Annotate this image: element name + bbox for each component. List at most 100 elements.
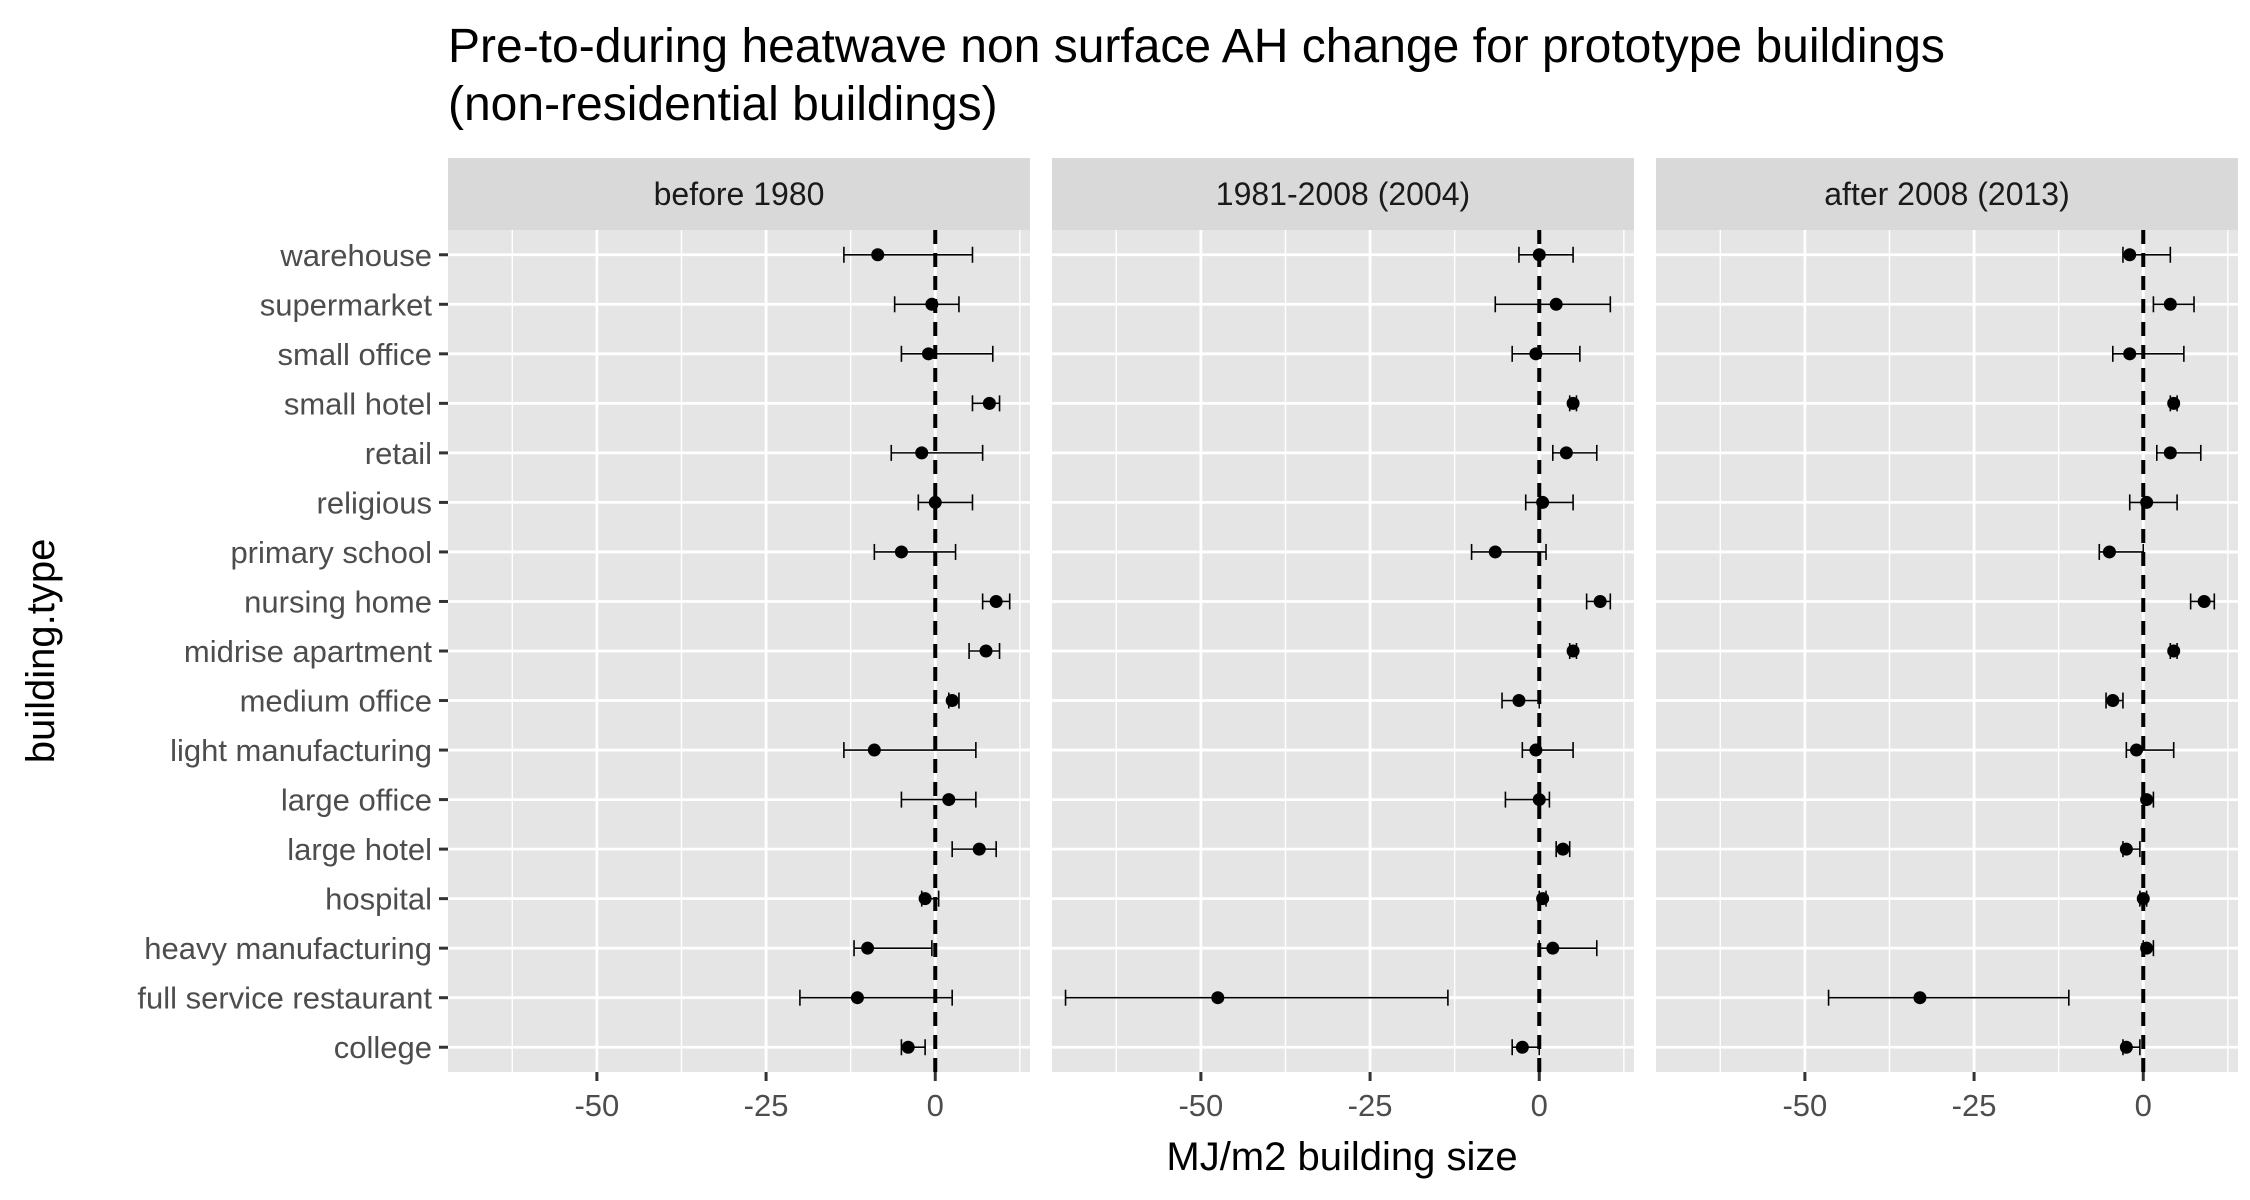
data-point: [1512, 694, 1526, 708]
data-point: [2123, 248, 2137, 262]
y-tick-label: religious: [317, 485, 432, 520]
data-point: [2102, 545, 2116, 559]
data-point: [928, 495, 942, 509]
data-point: [2167, 396, 2181, 410]
y-tick-label: light manufacturing: [170, 733, 432, 768]
chart-title-line: (non-residential buildings): [448, 78, 998, 131]
data-point: [982, 396, 996, 410]
y-tick-label: medium office: [240, 684, 432, 719]
data-point: [850, 991, 864, 1005]
data-point: [1549, 297, 1563, 311]
data-point: [2136, 892, 2150, 906]
error-bar: [900, 345, 994, 362]
data-point: [1559, 446, 1573, 460]
data-point: [979, 644, 993, 658]
error-bar: [843, 742, 977, 759]
error-bar: [900, 791, 977, 808]
data-point: [901, 1040, 915, 1054]
x-axis-title: MJ/m2 building size: [1166, 1135, 1517, 1179]
data-point: [1536, 892, 1550, 906]
data-point: [2129, 743, 2143, 757]
data-point: [871, 248, 885, 262]
error-bar: [873, 543, 957, 560]
x-tick-label: 0: [2135, 1088, 2152, 1123]
error-bar: [843, 246, 974, 263]
x-tick-label: -50: [1782, 1088, 1827, 1123]
facet-strip-label: after 2008 (2013): [1824, 176, 2070, 212]
error-bar: [1470, 543, 1547, 560]
y-axis-title: building.type: [19, 539, 63, 764]
data-point: [2123, 347, 2137, 361]
error-bar: [917, 494, 974, 511]
error-bar: [1827, 989, 2070, 1006]
x-tick-label: -25: [1952, 1088, 1997, 1123]
error-bar: [1524, 494, 1574, 511]
data-point: [2140, 793, 2154, 807]
facets: before 1980 -50 -25 0 1981-2008 (2004) -50 -25…: [448, 158, 2238, 1123]
data-point: [1532, 248, 1546, 262]
y-tick-label: primary school: [230, 535, 432, 570]
data-point: [1211, 991, 1225, 1005]
error-bar: [1518, 246, 1574, 263]
x-tick-label: -50: [1178, 1088, 1223, 1123]
data-point: [867, 743, 881, 757]
data-point: [1536, 495, 1550, 509]
facet-strip: [1656, 158, 2238, 230]
data-point: [894, 545, 908, 559]
error-bar: [1511, 345, 1581, 362]
data-point: [2140, 495, 2154, 509]
x-tick-label: 0: [1531, 1088, 1548, 1123]
facet-strip-label: before 1980: [654, 176, 825, 212]
data-point: [861, 941, 875, 955]
data-point: [2140, 941, 2154, 955]
data-point: [2167, 644, 2181, 658]
y-axis: warehouse supermarket small office small ho…: [137, 238, 448, 1065]
data-point: [1529, 347, 1543, 361]
y-tick-label: hospital: [325, 882, 432, 917]
chart-title: Pre-to-during heatwave non surface AH ch…: [448, 20, 1945, 131]
data-point: [1556, 842, 1570, 856]
data-point: [942, 793, 956, 807]
facet-panel: before 1980 -50 -25 0: [448, 158, 1030, 1123]
data-point: [972, 842, 986, 856]
y-tick-label: heavy manufacturing: [144, 931, 432, 966]
y-tick-label: warehouse: [279, 238, 432, 273]
x-tick-label: -25: [744, 1088, 789, 1123]
facet-panel: after 2008 (2013) -50 -25 0: [1656, 158, 2238, 1123]
data-point: [2163, 297, 2177, 311]
data-point: [2106, 694, 2120, 708]
data-point: [1593, 594, 1607, 608]
data-point: [1488, 545, 1502, 559]
y-tick-label: full service restaurant: [137, 981, 432, 1016]
data-point: [925, 297, 939, 311]
x-tick-label: -50: [574, 1088, 619, 1123]
y-tick-label: large office: [281, 783, 432, 818]
data-point: [1566, 396, 1580, 410]
data-point: [1913, 991, 1927, 1005]
data-point: [1566, 644, 1580, 658]
facet-strip: [1052, 158, 1634, 230]
data-point: [1515, 1040, 1529, 1054]
y-tick-label: small hotel: [284, 386, 432, 421]
data-point: [1532, 793, 1546, 807]
error-bar: [799, 989, 953, 1006]
data-point: [915, 446, 929, 460]
data-point: [1529, 743, 1543, 757]
data-point: [2197, 594, 2211, 608]
facet-panel: 1981-2008 (2004) -50 -25 0: [1052, 158, 1634, 1123]
error-bar: [1064, 989, 1449, 1006]
y-tick-label: large hotel: [287, 832, 432, 867]
facet-strip: [448, 158, 1030, 230]
data-point: [2119, 1040, 2133, 1054]
error-bar: [2128, 494, 2178, 511]
data-point: [921, 347, 935, 361]
data-point: [989, 594, 1003, 608]
data-point: [2119, 842, 2133, 856]
data-point: [945, 694, 959, 708]
y-tick-label: retail: [365, 436, 432, 471]
data-point: [2163, 446, 2177, 460]
chart-title-line: Pre-to-during heatwave non surface AH ch…: [448, 20, 1945, 73]
x-tick-label: 0: [927, 1088, 944, 1123]
y-tick-label: college: [334, 1030, 432, 1065]
y-tick-label: small office: [278, 337, 433, 372]
